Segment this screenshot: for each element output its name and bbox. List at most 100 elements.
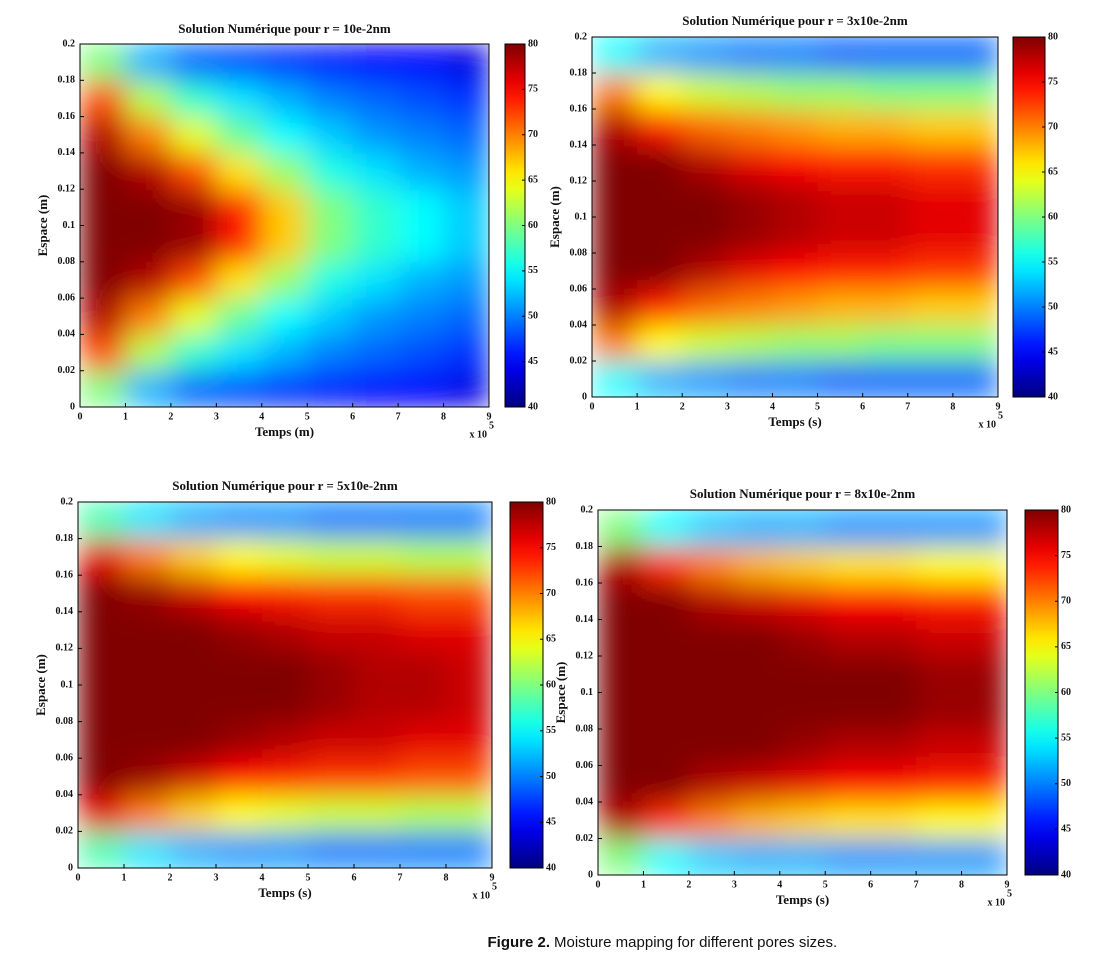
heatmap-cell [779, 656, 826, 693]
heatmap-cell [817, 289, 864, 326]
heatmap-field [80, 44, 489, 407]
heatmap-cell [125, 189, 172, 226]
y-tick-label: 0.08 [56, 716, 74, 727]
x-tick-label: 4 [777, 879, 782, 890]
heatmap-cell [124, 502, 171, 540]
x-axis-label: Temps (s) [258, 885, 311, 900]
heatmap-cell [598, 656, 644, 693]
heatmap-cell [307, 225, 354, 263]
heatmap-cell [443, 44, 489, 81]
x-tick-label: 9 [490, 872, 495, 883]
y-tick-label: 0.1 [63, 220, 76, 231]
heatmap-cell [637, 73, 683, 110]
heatmap-cell [216, 575, 263, 613]
heatmap-cell [308, 575, 355, 613]
colorbar-tick-label: 60 [1048, 211, 1058, 222]
heatmap-cell [262, 794, 309, 832]
heatmap-cell [354, 502, 401, 540]
heatmap-cell [354, 648, 401, 686]
heatmap-cell [637, 325, 683, 362]
heatmap-cell [398, 80, 445, 118]
heatmap-cell [308, 758, 355, 796]
heatmap-cell [308, 648, 355, 686]
heatmap-cell [170, 261, 217, 299]
heatmap-cell [734, 656, 781, 693]
heatmap-cell [124, 538, 171, 576]
heatmap-cell [216, 261, 263, 299]
heatmap-cell [308, 721, 355, 759]
heatmap-cell [216, 189, 263, 226]
y-tick-label: 0.16 [56, 569, 74, 580]
heatmap-cell [400, 794, 447, 832]
heatmap-cell [907, 145, 954, 182]
heatmap-cell [682, 145, 728, 182]
heatmap-cell [398, 116, 445, 154]
heatmap-cell [446, 575, 492, 613]
heatmap-cell [825, 729, 872, 766]
panel: 0 1 2 3 4 5 6 7 8 900.020.040.060.080.10.120.140.… [35, 21, 538, 440]
heatmap-cell [78, 685, 125, 723]
heatmap-cell [78, 758, 125, 796]
y-tick-label: 0.16 [570, 103, 588, 114]
heatmap-cell [170, 575, 217, 613]
colorbar-tick-label: 65 [1048, 166, 1058, 177]
y-tick-label: 0.14 [570, 139, 588, 150]
heatmap-cell [825, 656, 872, 693]
heatmap-cell [643, 729, 690, 766]
x-multiplier-exponent: 5 [489, 420, 494, 431]
heatmap-cell [772, 109, 819, 146]
heatmap-cell [916, 692, 963, 730]
heatmap-cell [262, 502, 309, 540]
colorbar-tick-label: 55 [1048, 256, 1058, 267]
heatmap-cell [637, 145, 683, 182]
heatmap-cell [443, 225, 489, 263]
x-tick-label: 6 [860, 401, 865, 412]
heatmap-cell [688, 838, 735, 875]
heatmap-cell [688, 692, 735, 730]
x-tick-label: 9 [487, 411, 492, 422]
heatmap-cell [352, 334, 399, 372]
heatmap-cell [262, 685, 309, 723]
heatmap-cell [170, 794, 217, 832]
heatmap-cell [682, 253, 728, 290]
heatmap-cell [80, 116, 126, 154]
heatmap-cell [862, 73, 909, 110]
heatmap-cell [961, 546, 1007, 584]
x-multiplier-exponent: 5 [1007, 888, 1012, 899]
colorbar-tick-label: 50 [546, 771, 556, 782]
heatmap-cell [352, 261, 399, 299]
heatmap-cell [80, 298, 126, 335]
heatmap-cell [637, 37, 683, 74]
heatmap-cell [78, 721, 125, 759]
x-axis-label: Temps (m) [255, 424, 314, 439]
heatmap-cell [907, 181, 954, 218]
heatmap-cell [952, 361, 998, 397]
heatmap-cell [443, 152, 489, 190]
heatmap-cell [727, 37, 773, 74]
heatmap-cell [262, 611, 309, 649]
heatmap-cell [862, 325, 909, 362]
heatmap-cell [870, 546, 917, 584]
heatmap-cell [78, 831, 125, 868]
heatmap-cell [261, 334, 308, 372]
y-tick-label: 0.12 [570, 175, 588, 186]
heatmap-cell [862, 109, 909, 146]
caption-label: Figure 2. [487, 934, 550, 951]
heatmap-cell [779, 619, 826, 657]
y-tick-label: 0.08 [58, 256, 76, 267]
heatmap-cell [216, 648, 263, 686]
heatmap-cell [870, 510, 917, 547]
heatmap-cell [592, 73, 638, 110]
heatmap-cell [952, 37, 998, 74]
heatmap-cell [817, 181, 864, 218]
colorbar-tick-label: 60 [546, 679, 556, 690]
heatmap-cell [779, 765, 826, 803]
y-tick-label: 0.18 [570, 67, 588, 78]
heatmap-cell [443, 298, 489, 335]
x-tick-label: 7 [398, 872, 403, 883]
heatmap-cell [961, 619, 1007, 657]
heatmap-cell [78, 794, 125, 832]
heatmap-cell [170, 538, 217, 576]
heatmap-cell [80, 80, 126, 118]
chart-title: Solution Numérique pour r = 8x10e-2nm [690, 486, 916, 501]
